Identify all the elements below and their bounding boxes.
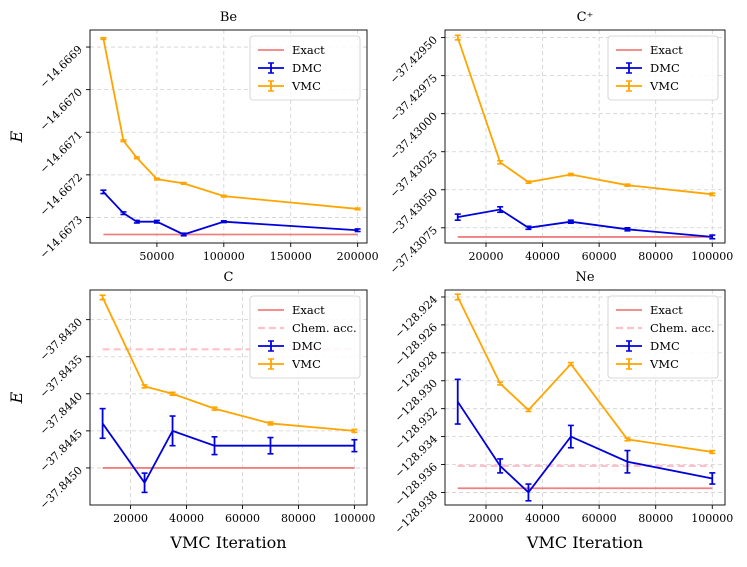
y-axis-label: E [7,130,26,143]
y-tick-label: −14.6672 [37,171,85,219]
dmc-series-line [102,191,358,236]
dmc-series-line [456,401,713,494]
subplot-title: Ne [575,270,594,285]
legend-label: VMC [649,357,679,371]
x-tick-label: 100000 [691,250,733,263]
legend-box [607,295,719,379]
legend-box [249,35,361,101]
x-tick-label: 50000 [139,250,174,263]
x-tick-label: 100000 [203,250,245,263]
legend-label: VMC [649,79,679,93]
legend: Exact Chem. acc. DMC VMC [249,295,361,379]
x-tick-label: 80000 [638,512,673,525]
y-axis-label: E [7,391,26,404]
vmc-series-line [456,37,713,196]
y-tick-label: −14.6671 [37,128,85,176]
x-tick-label: 150000 [270,250,312,263]
legend-label: Chem. acc. [650,321,715,335]
x-tick-label: 80000 [281,512,316,525]
x-tick-label: 60000 [582,250,617,263]
x-tick-label: 20000 [469,512,504,525]
x-tick-label: 20000 [469,250,504,263]
axes-frame [444,289,726,506]
y-tick-label: −14.6669 [37,43,85,91]
subplot-title: C [224,270,234,285]
legend-label: VMC [291,79,321,93]
vmc-series-line [101,297,355,432]
legend-label: Exact [292,303,325,317]
axes-frame [444,29,726,244]
subplot-title: C⁺ [577,10,594,25]
x-axis-label: VMC Iteration [526,533,643,552]
legend-label: Exact [292,43,325,57]
legend-label: VMC [291,357,321,371]
legend-label: DMC [292,61,322,75]
x-tick-label: 20000 [113,512,148,525]
legend-label: DMC [650,61,680,75]
x-tick-label: 100000 [333,512,375,525]
x-tick-label: 40000 [525,512,560,525]
legend-box [249,295,361,379]
legend-label: DMC [292,339,322,353]
x-tick-label: 100000 [691,512,733,525]
x-tick-label: 60000 [225,512,260,525]
x-tick-label: 40000 [525,250,560,263]
legend-box [607,35,719,101]
legend: Exact DMC VMC [249,35,361,101]
x-tick-label: 80000 [638,250,673,263]
y-tick-label: −14.6673 [37,213,85,261]
x-tick-label: 40000 [169,512,204,525]
subplot-3: 20000 40000 60000 80000 100000−37.8430−37.84… [7,270,375,552]
axes-frame [89,29,368,244]
legend-label: Chem. acc. [292,321,357,335]
x-tick-label: 60000 [582,512,617,525]
legend: Exact DMC VMC [607,35,719,101]
legend-label: Exact [650,303,683,317]
subplot-title: Be [220,10,238,25]
x-axis-label: VMC Iteration [169,533,286,552]
legend-label: Exact [650,43,683,57]
dmc-series-line [457,208,713,238]
legend-label: DMC [650,339,680,353]
subplot-1: 50000 100000 150000 200000−14.6669−14.6670−… [7,10,379,263]
axes-frame [89,289,368,506]
vmc-series-line [456,296,713,453]
x-tick-label: 200000 [337,250,379,263]
y-tick-label: −14.6670 [37,86,85,134]
subplot-2: 20000 40000 60000 80000 100000−37.42950−37.4… [387,10,733,277]
dmc-series-line [101,422,355,485]
legend: Exact Chem. acc. DMC VMC [607,295,719,379]
subplot-4: 20000 40000 60000 80000 100000−128.924−128.9… [392,270,733,552]
